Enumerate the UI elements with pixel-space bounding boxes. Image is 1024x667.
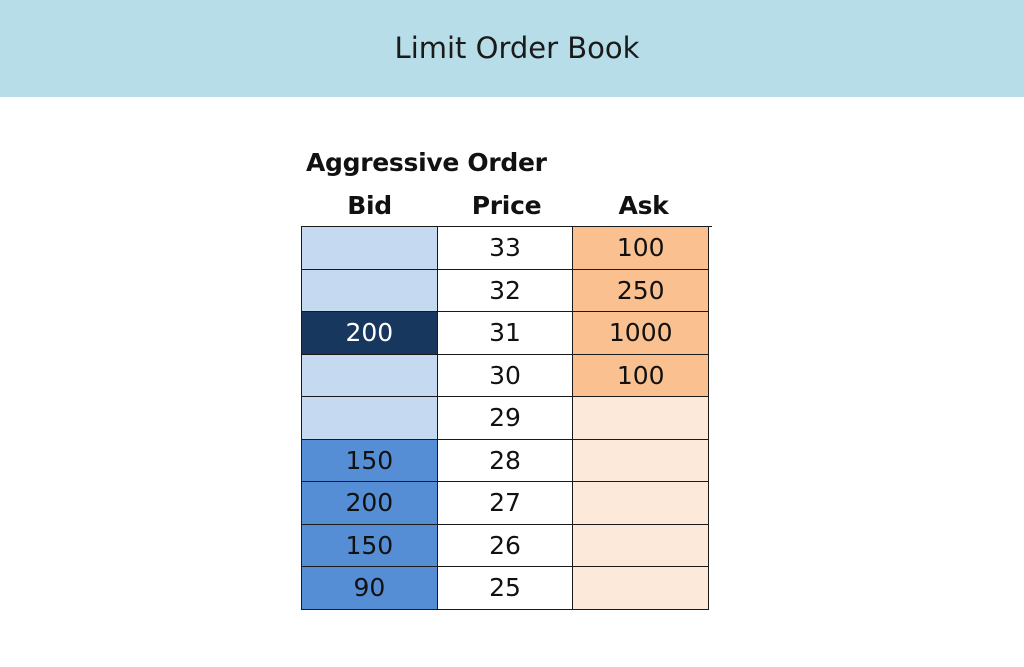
price-cell: 28 xyxy=(437,439,574,482)
table-row: 90 25 xyxy=(302,567,712,610)
price-column-header: Price xyxy=(471,191,542,220)
table-row: 150 26 xyxy=(302,524,712,567)
ask-cell xyxy=(573,524,710,567)
price-cell: 26 xyxy=(437,524,574,567)
order-book-table: 33 100 32 250 200 31 1000 30 100 29 150 28 200 27 150 2… xyxy=(301,226,712,610)
bid-cell xyxy=(302,227,438,270)
aggressive-order-caption: Aggressive Order xyxy=(306,148,547,177)
table-row: 200 31 1000 xyxy=(302,312,712,355)
price-cell: 31 xyxy=(437,312,574,355)
ask-cell xyxy=(573,482,710,525)
table-row: 150 28 xyxy=(302,439,712,482)
table-row: 29 xyxy=(302,397,712,440)
bid-cell xyxy=(302,397,438,440)
ask-column-header: Ask xyxy=(618,191,669,220)
bid-cell: 90 xyxy=(302,567,438,610)
price-cell: 30 xyxy=(437,354,574,397)
bid-column-header: Bid xyxy=(347,191,392,220)
page-title: Limit Order Book xyxy=(394,30,640,65)
ask-cell: 100 xyxy=(573,227,710,270)
ask-cell xyxy=(573,567,710,610)
price-cell: 29 xyxy=(437,397,574,440)
ask-cell: 250 xyxy=(573,269,710,312)
ask-cell xyxy=(573,397,710,440)
price-cell: 27 xyxy=(437,482,574,525)
table-row: 30 100 xyxy=(302,354,712,397)
bid-cell xyxy=(302,354,438,397)
price-cell: 32 xyxy=(437,269,574,312)
table-row: 200 27 xyxy=(302,482,712,525)
ask-cell xyxy=(573,439,710,482)
bid-cell: 200 xyxy=(302,482,438,525)
table-row: 32 250 xyxy=(302,269,712,312)
table-row: 33 100 xyxy=(302,227,712,270)
price-cell: 33 xyxy=(437,227,574,270)
title-banner: Limit Order Book xyxy=(0,0,1024,97)
aggressive-bid-cell: 200 xyxy=(302,312,438,355)
ask-cell: 100 xyxy=(573,354,710,397)
bid-cell xyxy=(302,269,438,312)
price-cell: 25 xyxy=(437,567,574,610)
ask-cell: 1000 xyxy=(573,312,710,355)
bid-cell: 150 xyxy=(302,524,438,567)
bid-cell: 150 xyxy=(302,439,438,482)
